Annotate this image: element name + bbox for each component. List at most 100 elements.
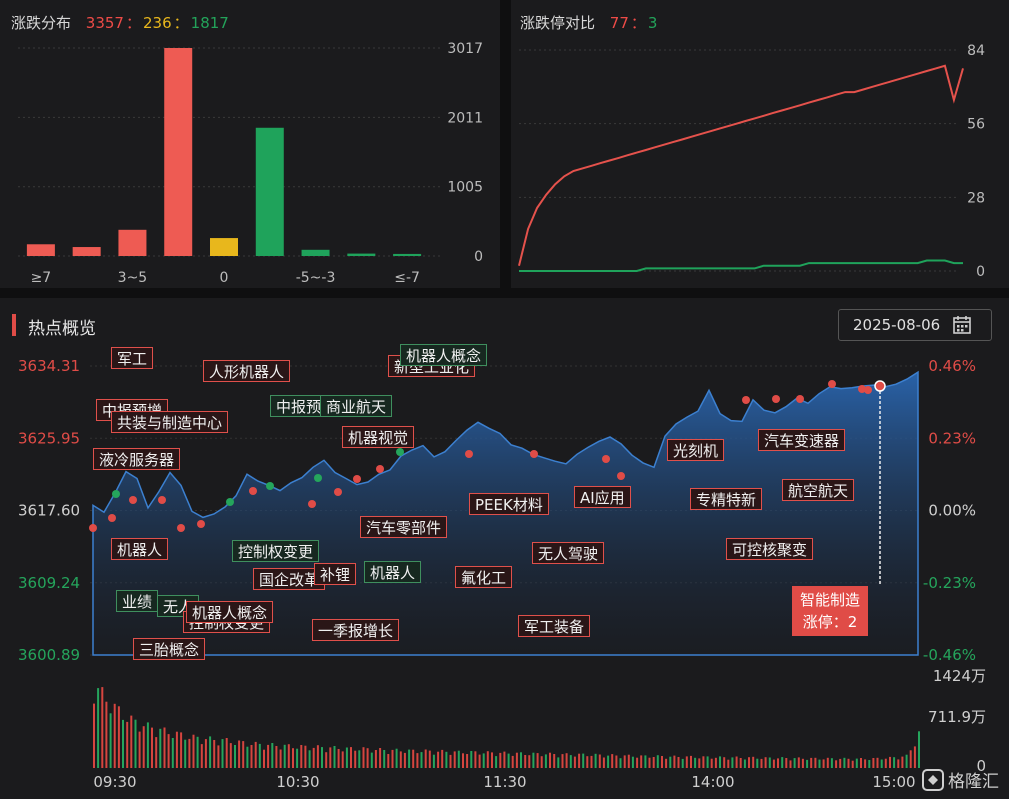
volume-bar xyxy=(764,757,767,768)
volume-bar xyxy=(491,752,493,768)
volume-bar xyxy=(586,756,589,768)
volume-bar xyxy=(855,758,858,768)
dist-bar xyxy=(301,249,330,256)
volume-bar xyxy=(557,757,560,768)
hot-tag[interactable]: 军工装备 xyxy=(518,615,591,637)
hot-tag[interactable]: 一季报增长 xyxy=(312,619,400,641)
event-dot xyxy=(177,524,185,532)
hot-tag[interactable]: 机器人概念 xyxy=(400,344,488,366)
volume-bar xyxy=(677,757,680,768)
volume-bar xyxy=(304,745,307,768)
event-dot xyxy=(129,496,137,504)
volume-bar xyxy=(275,746,278,768)
hot-tag[interactable]: 汽车变速器 xyxy=(758,429,846,451)
hot-tag[interactable]: 机器人 xyxy=(111,538,169,560)
volume-bar xyxy=(520,752,522,768)
volume-bar xyxy=(743,759,746,768)
x-tick-label: 3~5 xyxy=(118,270,148,286)
hot-tag[interactable]: 液冷服务器 xyxy=(93,448,181,470)
volume-bar xyxy=(263,749,265,768)
volume-bar xyxy=(644,755,647,768)
event-dot xyxy=(396,448,404,456)
y-tick-label: 84 xyxy=(967,43,985,59)
volume-bar xyxy=(383,750,386,768)
hot-tag[interactable]: 专精特新 xyxy=(690,488,763,510)
volume-bar xyxy=(806,759,809,768)
volume-bar xyxy=(781,757,784,768)
volume-bar xyxy=(714,757,717,768)
hot-tag[interactable]: 国企改革 xyxy=(253,568,326,590)
hot-tag[interactable]: 氟化工 xyxy=(455,566,513,588)
volume-bar xyxy=(731,757,734,768)
hot-tag[interactable]: 业绩 xyxy=(116,590,159,612)
highlight-tag[interactable]: 智能制造 涨停：2 xyxy=(792,586,869,636)
hot-tag[interactable]: 军工 xyxy=(111,347,154,369)
volume-bar xyxy=(279,749,282,768)
volume-bar xyxy=(565,753,568,768)
event-dot xyxy=(308,500,316,508)
volume-bar xyxy=(159,728,162,768)
price-axis-label: 3617.60 xyxy=(18,502,80,520)
hot-tag[interactable]: 共装与制造中心 xyxy=(111,411,229,433)
volume-bar xyxy=(449,754,452,768)
volume-bar xyxy=(486,751,489,768)
volume-bar xyxy=(884,758,887,768)
volume-bar xyxy=(590,755,593,768)
volume-bar xyxy=(913,746,916,768)
hot-tag[interactable]: 无人驾驶 xyxy=(532,542,605,564)
volume-bar xyxy=(474,751,477,768)
event-dot xyxy=(197,520,205,528)
hot-tag[interactable]: 航空航天 xyxy=(782,479,855,501)
volume-bar xyxy=(822,759,825,768)
volume-bar xyxy=(619,758,622,768)
hot-tag[interactable]: 三胎概念 xyxy=(133,638,206,660)
volume-bar xyxy=(142,726,145,768)
pct-axis-label: 0.00% xyxy=(928,502,976,520)
hot-tag[interactable]: 可控核聚变 xyxy=(726,538,814,560)
pct-axis-label: 0.23% xyxy=(928,429,976,447)
volume-bar xyxy=(756,758,759,768)
dist-bar xyxy=(255,127,284,256)
volume-bar xyxy=(117,706,120,768)
hot-tag[interactable]: 汽车零部件 xyxy=(360,516,448,538)
dist-bar xyxy=(26,244,55,256)
dist-bar xyxy=(393,253,422,256)
volume-bar xyxy=(428,750,431,768)
hot-tag[interactable]: 机器视觉 xyxy=(342,426,415,448)
hot-tag[interactable]: 人形机器人 xyxy=(203,360,291,382)
date-picker[interactable]: 2025-08-06 xyxy=(838,309,992,341)
series-line xyxy=(518,64,964,266)
volume-bar xyxy=(851,760,854,768)
volume-bar xyxy=(424,749,427,768)
y-tick-label: 28 xyxy=(967,190,985,206)
volume-bar xyxy=(122,719,124,768)
hot-tag[interactable]: PEEK材料 xyxy=(469,493,549,515)
limit-panel: 涨跌停对比 77： 3 84 56 28 0 xyxy=(511,0,1009,288)
hot-tag[interactable]: 机器人 xyxy=(364,561,422,583)
hot-tag[interactable]: AI应用 xyxy=(574,486,631,508)
volume-bar xyxy=(661,756,663,768)
hot-tag[interactable]: 商业航天 xyxy=(320,395,393,417)
x-tick-label: ≤-7 xyxy=(394,270,420,286)
volume-bar xyxy=(180,732,183,768)
event-dot xyxy=(864,386,872,394)
volume-bar xyxy=(495,756,498,768)
event-dot xyxy=(158,496,166,504)
hot-tag[interactable]: 光刻机 xyxy=(667,439,725,461)
volume-bar xyxy=(864,759,867,768)
volume-bar xyxy=(374,750,377,768)
hot-tag[interactable]: 控制权变更 xyxy=(232,540,320,562)
volume-bar xyxy=(901,756,904,768)
highlight-name: 智能制造 xyxy=(800,591,861,609)
hot-tag[interactable]: 机器人概念 xyxy=(186,601,274,623)
volume-bar xyxy=(416,753,419,768)
volume-bar xyxy=(312,747,315,768)
volume-bar xyxy=(151,727,153,768)
hot-tag[interactable]: 补锂 xyxy=(314,563,357,585)
limit-chart: 84 56 28 0 xyxy=(518,43,985,280)
volume-bar xyxy=(246,746,249,768)
volume-bar xyxy=(532,752,535,768)
title-accent-bar xyxy=(12,314,16,336)
volume-bar xyxy=(876,757,879,768)
volume-bar xyxy=(482,753,485,768)
